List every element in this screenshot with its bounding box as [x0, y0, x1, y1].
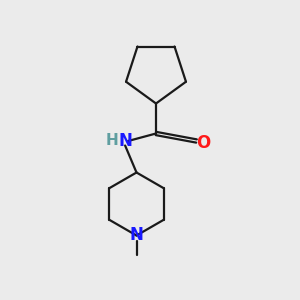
Text: H: H — [106, 133, 118, 148]
Text: O: O — [196, 134, 210, 152]
Text: N: N — [130, 226, 143, 244]
Text: N: N — [118, 132, 132, 150]
